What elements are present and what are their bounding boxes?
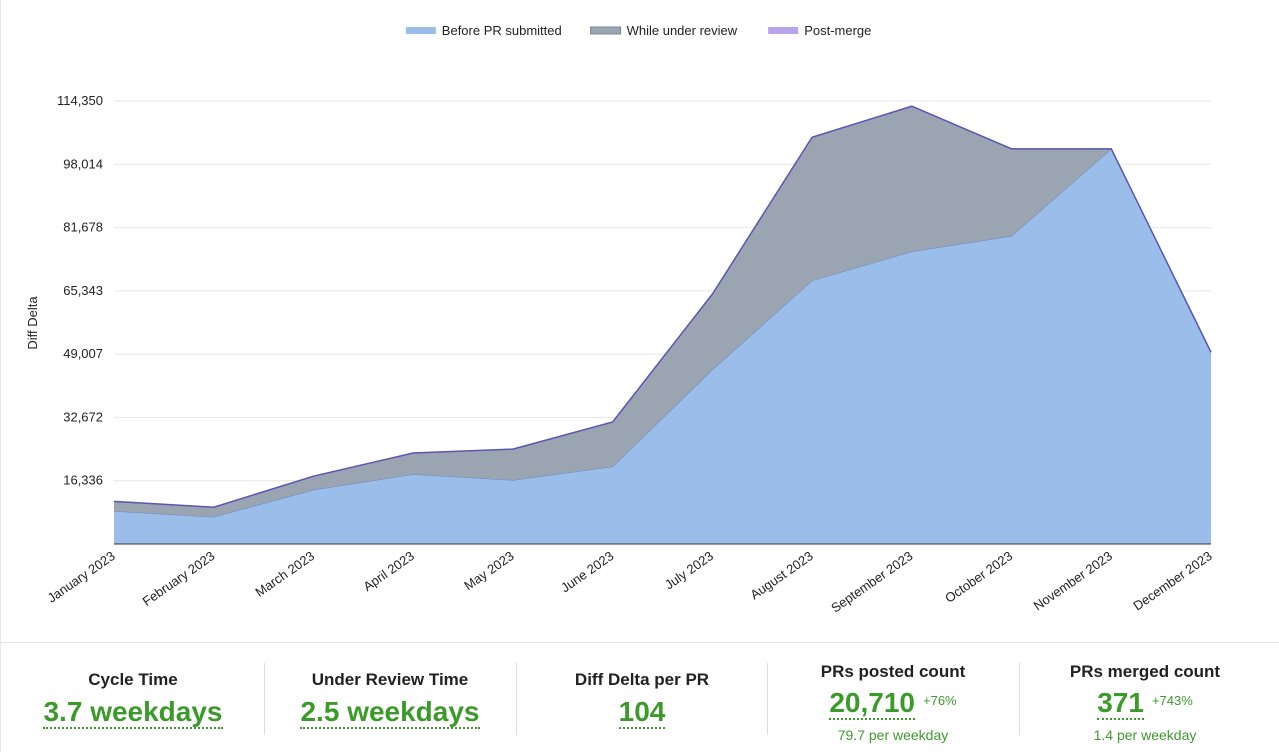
- legend-swatch: [590, 26, 622, 35]
- series-line-2: [113, 105, 1212, 508]
- series-line-0: [113, 148, 1212, 518]
- metric-subtext: 79.7 per weekday: [837, 727, 949, 743]
- metric-prs-posted-count[interactable]: PRs posted count 20,710 +76% 79.7 per wee…: [768, 643, 1018, 753]
- x-tick-label: December 2023: [1130, 548, 1214, 613]
- y-axis: 16,336 32,672 49,007 65,343 81,678 98,014 114,…: [57, 93, 103, 488]
- legend-label: Post-merge: [804, 23, 871, 38]
- y-tick-label: 16,336: [63, 473, 103, 488]
- y-tick-label: 65,343: [63, 283, 103, 298]
- x-tick-label: August 2023: [747, 548, 815, 602]
- legend-swatch: [768, 27, 799, 34]
- metric-label: Diff Delta per PR: [574, 670, 710, 689]
- legend-item[interactable]: Before PR submitted: [405, 23, 562, 38]
- metric-delta: +743%: [1151, 693, 1193, 708]
- legend-item[interactable]: While under review: [590, 23, 738, 38]
- area-series-0[interactable]: [114, 148, 1211, 544]
- metric-label: PRs posted count: [820, 662, 966, 681]
- chart-areas: [113, 105, 1212, 545]
- metric-value[interactable]: 2.5 weekdays: [300, 696, 480, 729]
- legend-swatch: [405, 27, 436, 34]
- x-tick-label: November 2023: [1031, 548, 1115, 613]
- x-tick-label: October 2023: [942, 548, 1015, 605]
- divider: [767, 663, 768, 735]
- x-axis: January 2023 February 2023 March 2023 April…: [45, 548, 1215, 615]
- y-tick-label: 81,678: [63, 220, 103, 235]
- divider: [1019, 663, 1020, 735]
- legend-label: Before PR submitted: [442, 23, 562, 38]
- x-tick-label: September 2023: [828, 548, 915, 615]
- x-tick-label: May 2023: [461, 548, 516, 593]
- metric-subtext: 1.4 per weekday: [1093, 727, 1197, 743]
- chart-legend: Before PR submitted While under review Pos…: [405, 23, 871, 38]
- metric-value[interactable]: 20,710 +76%: [829, 687, 957, 720]
- metric-value[interactable]: 371 +743%: [1097, 687, 1193, 720]
- y-tick-label: 98,014: [63, 156, 103, 171]
- metric-label: Under Review Time: [311, 670, 469, 689]
- divider: [516, 663, 517, 735]
- x-tick-label: July 2023: [662, 548, 716, 592]
- metric-under-review-time[interactable]: Under Review Time 2.5 weekdays: [265, 643, 515, 753]
- y-tick-label: 32,672: [63, 409, 103, 424]
- metrics-bar: Cycle Time 3.7 weekdays Under Review Tim…: [1, 642, 1279, 752]
- legend-label: While under review: [627, 23, 738, 38]
- divider: [264, 663, 265, 735]
- x-tick-label: March 2023: [252, 548, 317, 600]
- y-axis-label: Diff Delta: [25, 296, 40, 350]
- metric-value[interactable]: 104: [618, 696, 666, 729]
- y-tick-label: 114,350: [57, 93, 103, 108]
- metric-cycle-time[interactable]: Cycle Time 3.7 weekdays: [8, 643, 258, 753]
- stacked-area-chart: Before PR submitted While under review Pos…: [25, 23, 1215, 616]
- chart-grid: [114, 100, 1211, 482]
- x-tick-label: April 2023: [360, 548, 417, 594]
- metric-label: PRs merged count: [1069, 662, 1221, 681]
- area-series-1[interactable]: [114, 106, 1211, 517]
- x-tick-label: January 2023: [45, 548, 118, 605]
- legend-item[interactable]: Post-merge: [768, 23, 871, 38]
- x-tick-label: February 2023: [140, 548, 218, 609]
- metric-delta: +76%: [923, 693, 957, 708]
- metric-value[interactable]: 3.7 weekdays: [43, 696, 223, 729]
- x-tick-label: June 2023: [558, 548, 616, 595]
- metric-prs-merged-count[interactable]: PRs merged count 371 +743% 1.4 per weekda…: [1020, 643, 1270, 753]
- metric-diff-delta-per-pr[interactable]: Diff Delta per PR 104: [517, 643, 767, 753]
- y-tick-label: 49,007: [63, 346, 103, 361]
- metric-label: Cycle Time: [88, 670, 178, 689]
